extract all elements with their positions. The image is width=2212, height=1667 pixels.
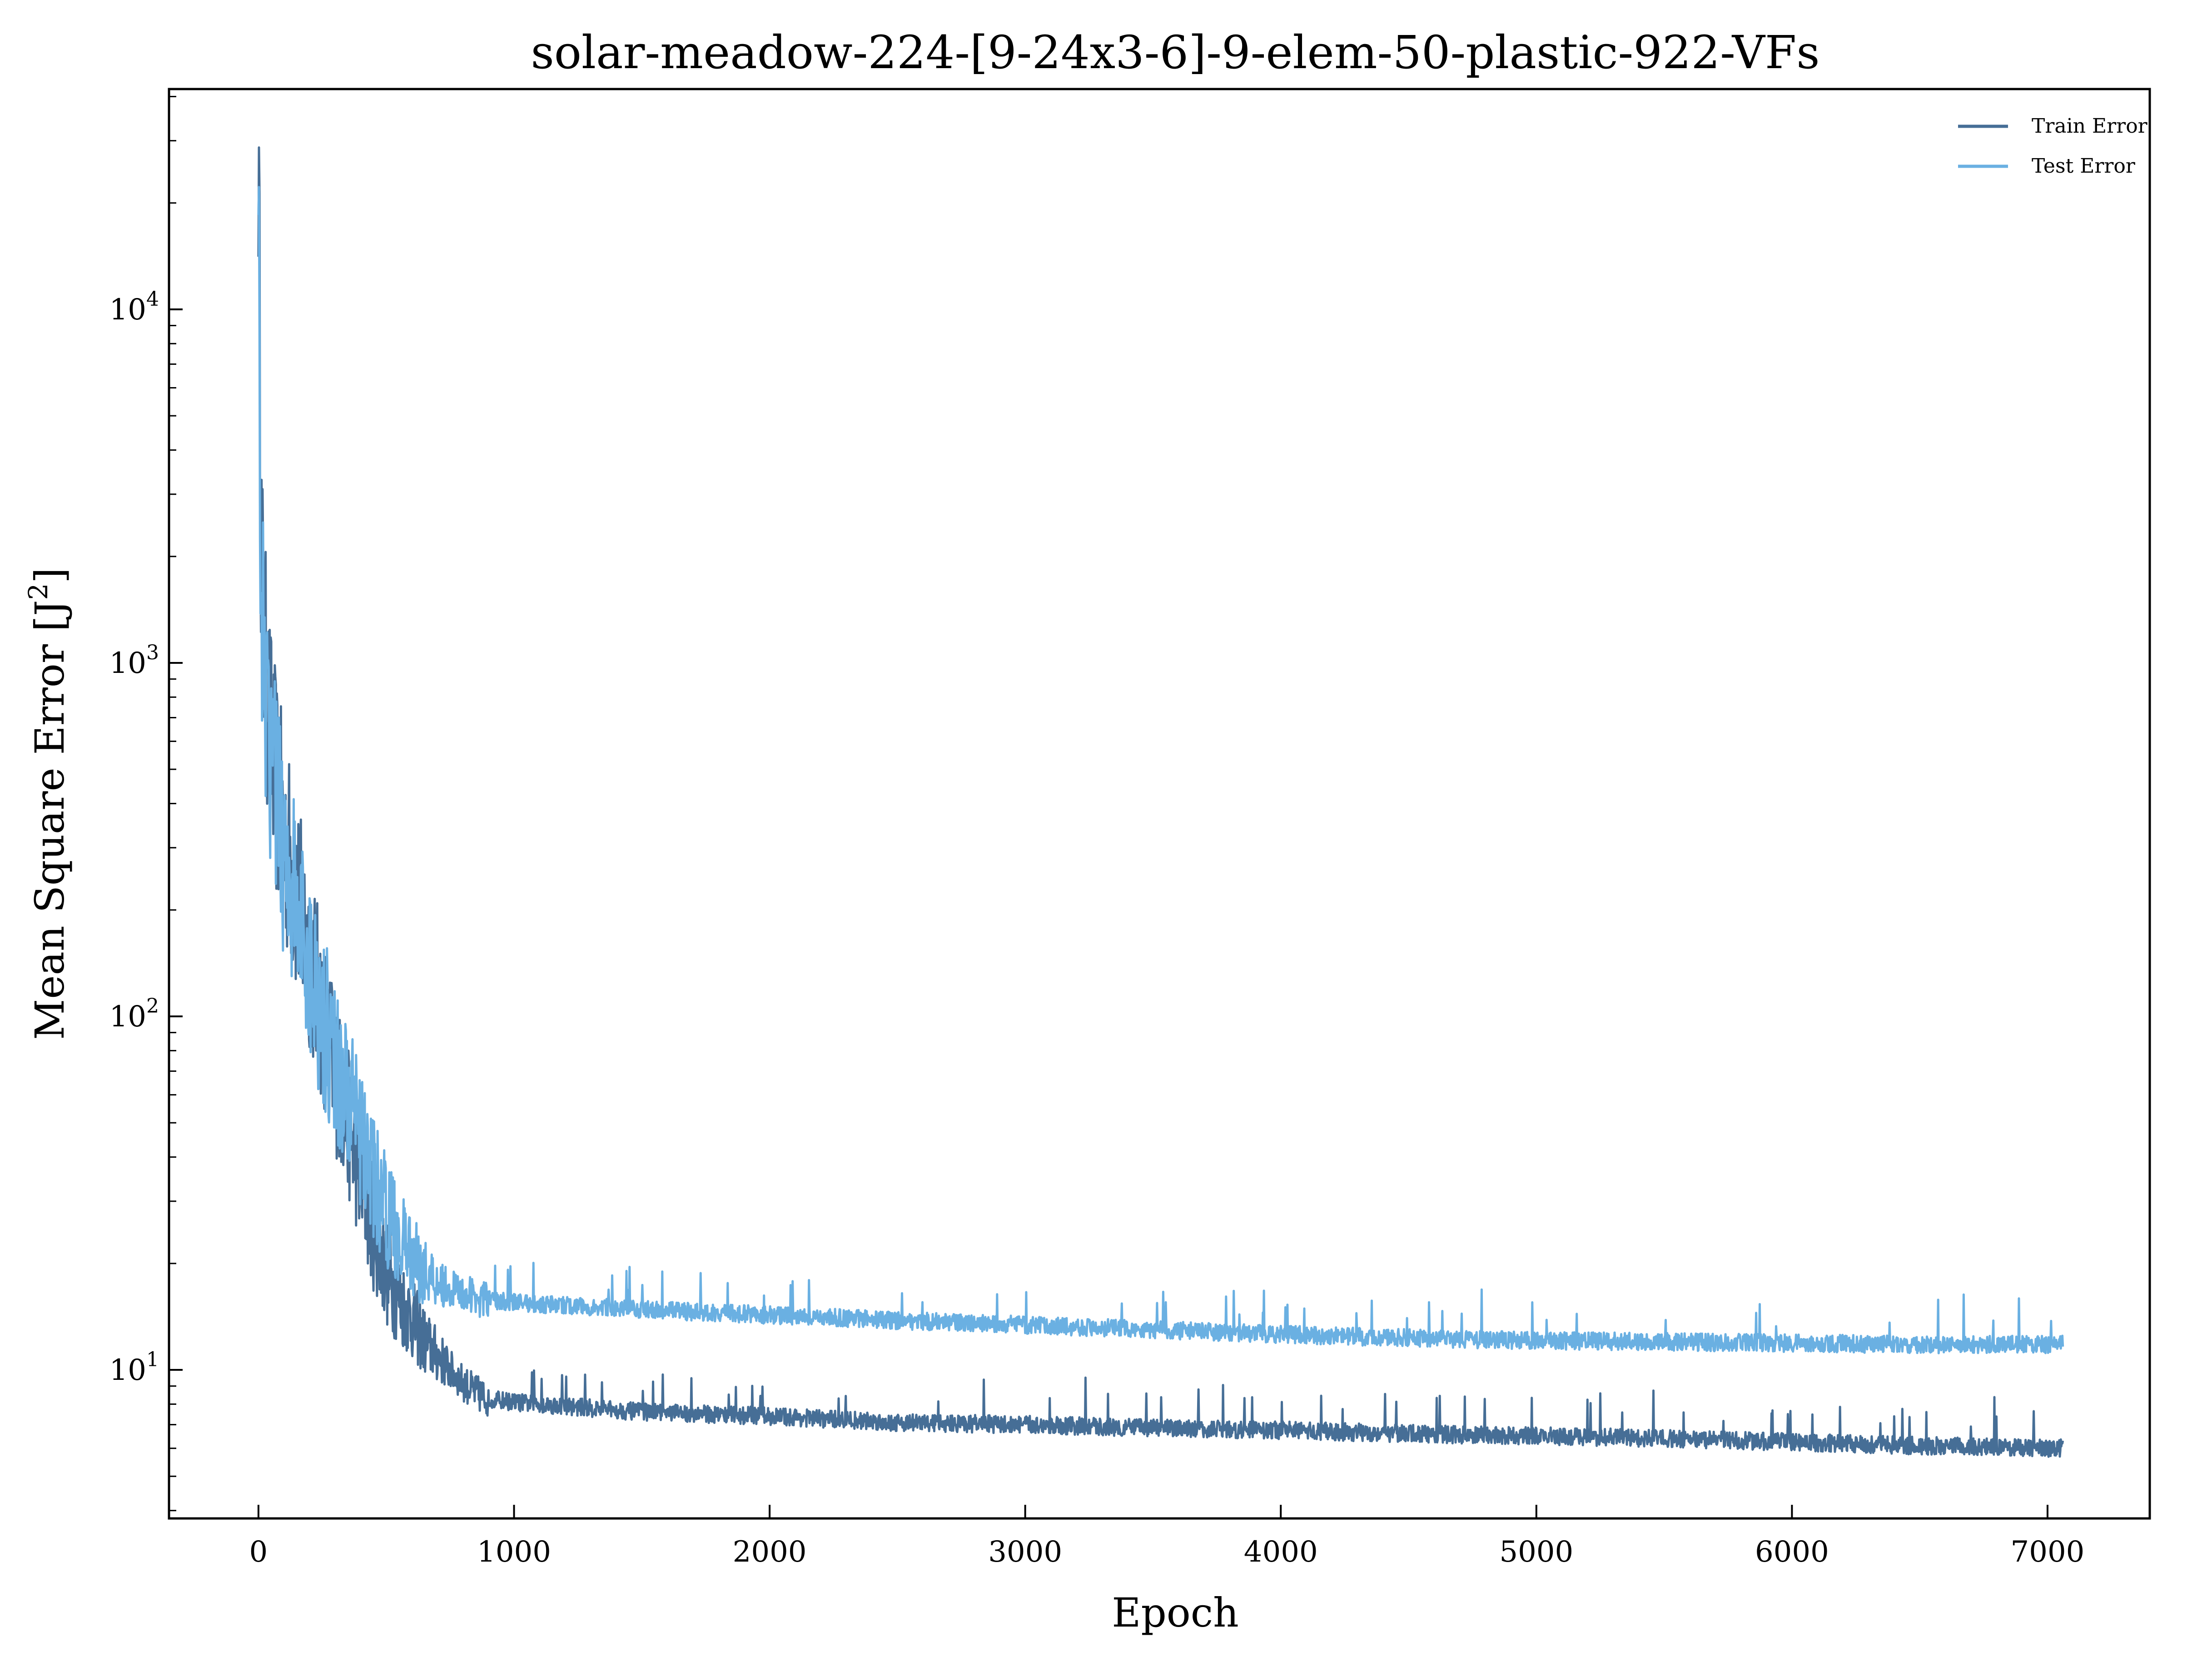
x-tick-label: 0 <box>249 1535 268 1569</box>
y-axis-label: Mean Square Error [J2] <box>23 567 73 1040</box>
y-tick-label-exp: 4 <box>146 288 159 311</box>
chart-title: solar-meadow-224-[9-24x3-6]-9-elem-50-pl… <box>531 26 1819 79</box>
x-tick-label: 3000 <box>988 1535 1062 1569</box>
x-tick-label: 4000 <box>1244 1535 1318 1569</box>
x-tick-label: 2000 <box>733 1535 807 1569</box>
legend-label-train: Train Error <box>2032 114 2148 138</box>
legend: Train Error Test Error <box>1958 114 2148 178</box>
legend-label-test: Test Error <box>2032 154 2136 178</box>
series-line-test-error <box>257 186 2064 1354</box>
y-tick-label: 103 <box>109 641 159 680</box>
y-tick-label-base: 10 <box>109 1000 146 1034</box>
x-tick-label: 6000 <box>1755 1535 1829 1569</box>
y-tick-label: 101 <box>109 1348 159 1387</box>
x-tick-label: 1000 <box>477 1535 551 1569</box>
y-axis-label-end: ] <box>26 567 73 583</box>
series-line-train-error <box>257 146 2064 1458</box>
x-tick-label: 5000 <box>1499 1535 1573 1569</box>
y-tick-label-base: 10 <box>109 293 146 327</box>
y-tick-label-exp: 1 <box>146 1348 159 1371</box>
y-tick-label: 104 <box>109 288 159 327</box>
y-tick-label-exp: 3 <box>146 641 159 664</box>
x-axis-label: Epoch <box>1112 1589 1239 1636</box>
series-layer <box>257 146 2064 1458</box>
y-tick-label-base: 10 <box>109 647 146 680</box>
x-axis: 0 1000 2000 3000 4000 5000 6000 7000 <box>249 1505 2085 1569</box>
y-tick-label-exp: 2 <box>146 995 159 1018</box>
y-axis-label-main: Mean Square Error [J <box>26 600 73 1040</box>
y-axis-label-sup: 2 <box>23 583 54 600</box>
x-tick-label: 7000 <box>2011 1535 2085 1569</box>
y-tick-label-base: 10 <box>109 1354 146 1387</box>
y-tick-label: 102 <box>109 995 159 1034</box>
